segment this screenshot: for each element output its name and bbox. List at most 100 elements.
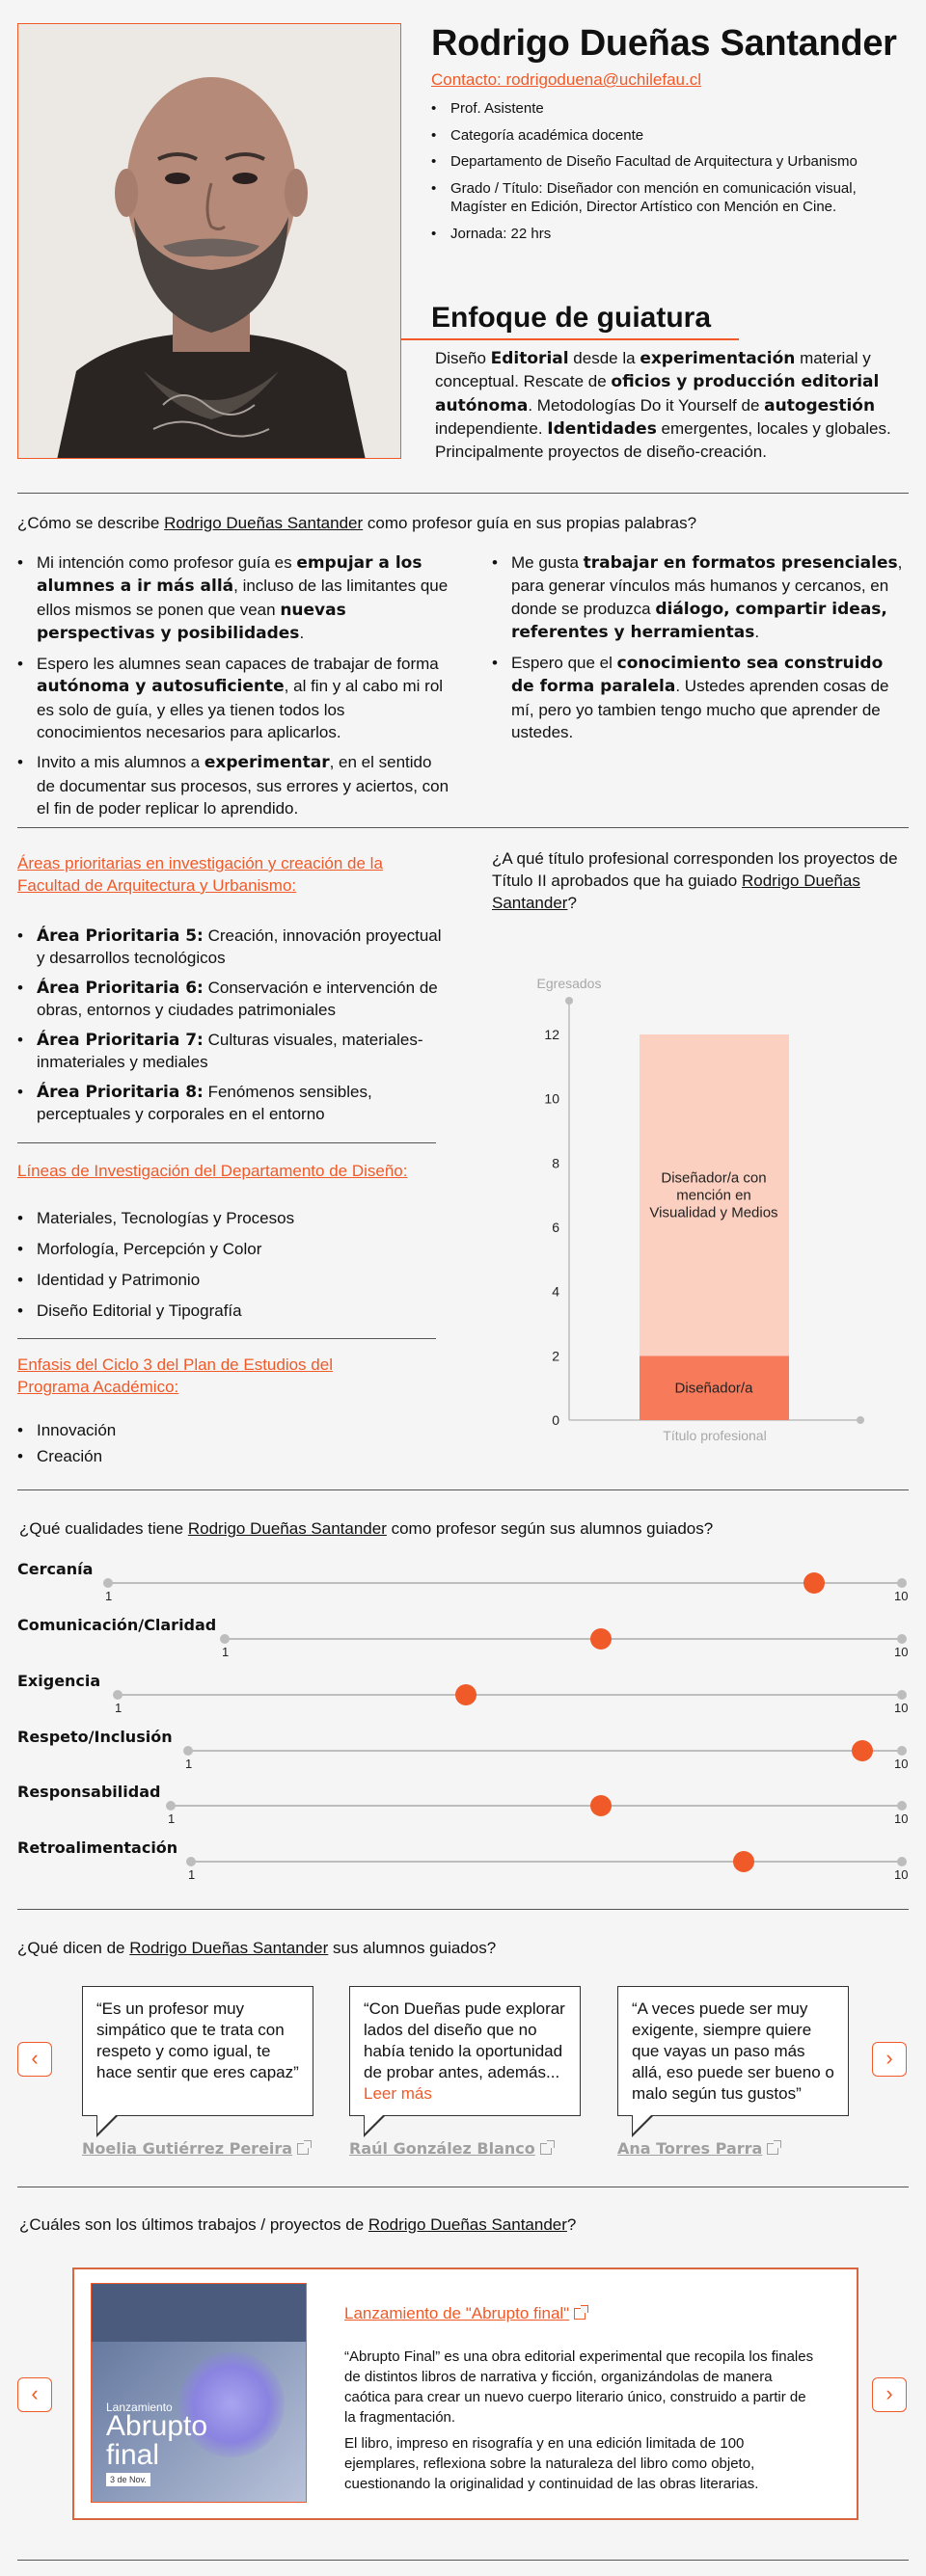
testimonial-author-link[interactable]: Noelia Gutiérrez Pereira: [82, 2138, 313, 2160]
linea-item: Identidad y Patrimonio: [17, 1270, 294, 1292]
y-tick-label: 10: [544, 1091, 559, 1107]
project-poster-image[interactable]: Lanzamiento Abrupto final 3 de Nov.: [91, 2283, 307, 2503]
project-description: “Abrupto Final” es una obra editorial ex…: [344, 2347, 819, 2500]
slider-min-dot: [183, 1746, 193, 1756]
describe-question: ¿Cómo se describe Rodrigo Dueñas Santand…: [17, 514, 697, 532]
section-divider: [17, 1909, 909, 1910]
external-link-icon: [539, 2140, 555, 2155]
slider-knob[interactable]: [733, 1851, 755, 1872]
quality-slider[interactable]: [220, 1628, 907, 1650]
section-divider: [17, 827, 909, 828]
professor-name-link[interactable]: Rodrigo Dueñas Santander: [187, 1519, 387, 1538]
quality-label: Responsabilidad: [17, 1783, 161, 1801]
testimonial-author-link[interactable]: Raúl González Blanco: [349, 2138, 555, 2160]
quality-slider[interactable]: [103, 1572, 907, 1594]
slider-min-label: 1: [188, 1867, 196, 1882]
professor-name-link[interactable]: Rodrigo Dueñas Santander: [492, 871, 860, 912]
qualities-question: ¿Qué cualidades tiene Rodrigo Dueñas San…: [19, 1519, 714, 1538]
slider-min-label: 1: [168, 1811, 176, 1826]
profile-photo: [17, 23, 401, 459]
professor-name-link[interactable]: Rodrigo Dueñas Santander: [129, 1939, 329, 1957]
bar-segment: [640, 1355, 789, 1420]
slider-max-label: 10: [894, 1811, 909, 1826]
x-axis-end: [857, 1416, 864, 1424]
testimonials-prev-button[interactable]: ‹: [17, 2042, 52, 2077]
section-divider: [17, 2560, 909, 2561]
areas-title-link[interactable]: Áreas prioritarias en investigación y cr…: [17, 854, 383, 895]
slider-max-label: 10: [894, 1867, 909, 1882]
list-item: Mi intención como profesor guía es empuj…: [17, 551, 451, 645]
slider-max-dot: [897, 1578, 907, 1588]
focus-title: Enfoque de guiatura: [431, 302, 712, 334]
testimonial-card: “Es un profesor muy simpático que te tra…: [82, 1986, 313, 2137]
profile-name: Rodrigo Dueñas Santander: [431, 23, 897, 64]
projects-prev-button[interactable]: ‹: [17, 2377, 52, 2412]
list-item: Espero les alumnes sean capaces de traba…: [17, 653, 451, 743]
slider-min-label: 1: [185, 1757, 193, 1771]
external-link-icon: [767, 2140, 782, 2155]
profile-detail-item: Jornada: 22 hrs: [431, 225, 894, 244]
section-divider: [17, 1489, 909, 1490]
contact-email-link[interactable]: Contacto: rodrigoduena@uchilefau.cl: [431, 70, 701, 89]
bar-label: Diseñador/a con mención en Visualidad y Me…: [649, 1170, 777, 1221]
list-item: Espero que el conocimiento sea construid…: [492, 652, 907, 743]
slider-min-dot: [220, 1634, 230, 1644]
slider-max-dot: [897, 1857, 907, 1866]
chevron-right-icon: ›: [885, 2046, 893, 2070]
testimonials-next-button[interactable]: ›: [872, 2042, 907, 2077]
professor-name-link[interactable]: Rodrigo Dueñas Santander: [368, 2215, 567, 2234]
profile-detail-item: Grado / Título: Diseñador con mención en…: [431, 179, 894, 217]
projects-question: ¿Cuáles son los últimos trabajos / proye…: [19, 2215, 577, 2234]
quality-label: Exigencia: [17, 1672, 101, 1690]
slider-knob[interactable]: [455, 1684, 477, 1705]
slider-knob[interactable]: [590, 1628, 612, 1650]
y-tick-label: 4: [552, 1284, 559, 1300]
slider-knob[interactable]: [851, 1740, 873, 1761]
profile-detail-item: Prof. Asistente: [431, 99, 894, 119]
section-divider: [17, 493, 909, 494]
slider-max-dot: [897, 1746, 907, 1756]
profile-details-list: Prof. Asistente Categoría académica doce…: [431, 99, 894, 251]
describe-list-left: Mi intención como profesor guía es empuj…: [17, 551, 451, 827]
poster-label: Lanzamiento: [106, 2401, 173, 2414]
quality-slider[interactable]: [183, 1740, 907, 1761]
linea-item: Morfología, Percepción y Color: [17, 1239, 294, 1261]
area-item: Área Prioritaria 5: Creación, innovación…: [17, 926, 451, 970]
y-tick-label: 6: [552, 1220, 559, 1235]
slider-min-label: 1: [115, 1701, 123, 1715]
slider-min-dot: [186, 1857, 196, 1866]
quality-label: Comunicación/Claridad: [17, 1616, 217, 1634]
quality-slider[interactable]: [166, 1795, 907, 1816]
slider-min-dot: [166, 1801, 176, 1811]
testimonial-card: “Con Dueñas pude explorar lados del dise…: [349, 1986, 581, 2137]
y-tick-label: 12: [544, 1027, 559, 1042]
slider-knob[interactable]: [590, 1795, 613, 1816]
slider-min-dot: [103, 1578, 113, 1588]
subsection-divider: [17, 1338, 436, 1339]
quality-slider[interactable]: [186, 1851, 907, 1872]
project-title-link[interactable]: Lanzamiento de "Abrupto final": [344, 2303, 589, 2325]
slider-max-label: 10: [894, 1701, 909, 1715]
slider-max-dot: [897, 1690, 907, 1700]
slider-max-label: 10: [894, 1757, 909, 1771]
projects-next-button[interactable]: ›: [872, 2377, 907, 2412]
enfasis-list: Innovación Creación: [17, 1420, 116, 1472]
describe-list-right: Me gusta trabajar en formatos presencial…: [492, 551, 907, 751]
chevron-right-icon: ›: [885, 2381, 893, 2405]
external-link-icon: [297, 2140, 313, 2155]
titulo-question: ¿A qué título profesional corresponden l…: [492, 849, 898, 912]
enfasis-title-link[interactable]: Enfasis del Ciclo 3 del Plan de Estudios…: [17, 1355, 333, 1396]
quality-slider[interactable]: [113, 1684, 907, 1705]
read-more-link[interactable]: Leer más: [364, 2084, 432, 2104]
x-axis-label: Título profesional: [663, 1428, 766, 1443]
list-item: Me gusta trabajar en formatos presencial…: [492, 551, 907, 644]
quality-label: Respeto/Inclusión: [17, 1728, 173, 1746]
poster-date: 3 de Nov.: [106, 2473, 150, 2487]
slider-min-dot: [113, 1690, 123, 1700]
linea-item: Diseño Editorial y Tipografía: [17, 1301, 294, 1323]
professor-name-link[interactable]: Rodrigo Dueñas Santander: [164, 514, 364, 532]
testimonials-question: ¿Qué dicen de Rodrigo Dueñas Santander s…: [17, 1939, 497, 1957]
testimonial-author-link[interactable]: Ana Torres Parra: [617, 2138, 782, 2160]
slider-knob[interactable]: [803, 1572, 825, 1594]
lineas-title-link[interactable]: Líneas de Investigación del Departamento…: [17, 1162, 408, 1180]
